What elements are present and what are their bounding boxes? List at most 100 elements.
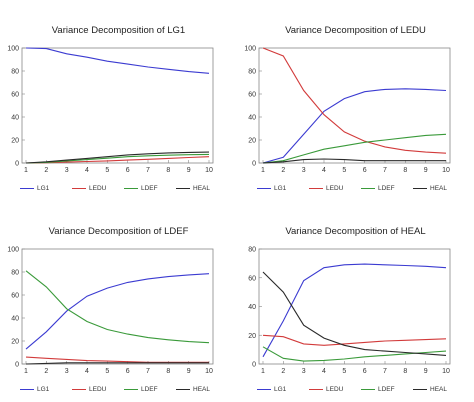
- x-tick-label: 10: [205, 167, 213, 174]
- y-tick-label: 0: [252, 161, 256, 168]
- x-tick-label: 8: [403, 167, 407, 174]
- legend-item-heal: HEAL: [413, 185, 447, 192]
- x-tick-label: 5: [342, 167, 346, 174]
- y-tick-label: 20: [11, 138, 19, 145]
- legend-label: LG1: [37, 185, 50, 192]
- panel-heal: Variance Decomposition of HEAL 0 20 40 60 80…: [237, 201, 474, 402]
- series-line-lg1: [262, 88, 447, 164]
- x-tick-label: 10: [442, 368, 450, 375]
- legend-label: LEDU: [89, 185, 107, 192]
- x-tick-label: 3: [65, 368, 69, 375]
- x-tick-label: 4: [322, 167, 326, 174]
- panel-ledu: Variance Decomposition of LEDU 0 20 40 60 80…: [237, 0, 474, 201]
- y-tick-label: 40: [248, 115, 256, 122]
- y-tick-label: 100: [7, 46, 19, 53]
- y-tick-label: 20: [248, 138, 256, 145]
- y-tick-label: 100: [7, 247, 19, 254]
- legend-label: LDEF: [378, 185, 395, 192]
- legend-item-ldef: LDEF: [361, 386, 395, 393]
- chart-title: Variance Decomposition of LDEF: [48, 226, 189, 237]
- x-tick-label: 1: [261, 368, 265, 375]
- series-line-lg1: [25, 47, 210, 74]
- legend-swatch: [176, 388, 190, 390]
- legend-label: LEDU: [326, 386, 344, 393]
- panel-lg1: Variance Decomposition of LG1 0 20 40 60 80 1…: [0, 0, 237, 201]
- x-tick-label: 2: [281, 167, 285, 174]
- chart-plot: 0 20 40 60 80 100 1 2 3 4 5 6 7 8 9 10: [7, 247, 214, 375]
- x-tick-label: 8: [166, 368, 170, 375]
- y-tick-label: 20: [248, 333, 256, 340]
- y-tick-label: 40: [11, 316, 19, 323]
- y-tick-label: 100: [244, 46, 256, 53]
- x-tick-label: 9: [424, 368, 428, 375]
- x-tick-label: 2: [44, 368, 48, 375]
- x-tick-label: 1: [261, 167, 265, 174]
- legend-swatch: [309, 187, 323, 189]
- legend-swatch: [361, 187, 375, 189]
- legend-label: LDEF: [378, 386, 395, 393]
- x-tick-label: 7: [146, 368, 150, 375]
- y-tick-label: 40: [11, 115, 19, 122]
- legend: LG1 LEDU LDEF HEAL: [257, 386, 472, 398]
- legend-item-heal: HEAL: [176, 185, 210, 192]
- x-tick-label: 3: [65, 167, 69, 174]
- legend-item-ledu: LEDU: [72, 386, 106, 393]
- legend-label: HEAL: [193, 386, 210, 393]
- legend: LG1 LEDU LDEF HEAL: [20, 185, 235, 197]
- chart-title: Variance Decomposition of HEAL: [285, 226, 426, 237]
- x-tick-label: 4: [322, 368, 326, 375]
- x-tick-label: 3: [302, 368, 306, 375]
- legend-item-lg1: LG1: [257, 386, 286, 393]
- x-tick-label: 9: [187, 368, 191, 375]
- legend-swatch: [361, 388, 375, 390]
- series-line-ledu: [25, 356, 209, 363]
- x-tick-label: 3: [302, 167, 306, 174]
- legend-label: LDEF: [141, 185, 158, 192]
- legend-label: LEDU: [89, 386, 107, 393]
- series-line-lg1: [25, 273, 210, 350]
- x-tick-label: 5: [342, 368, 346, 375]
- legend: LG1 LEDU LDEF HEAL: [20, 386, 235, 398]
- legend-swatch: [257, 187, 271, 189]
- y-tick-label: 0: [15, 362, 19, 369]
- y-tick-label: 80: [248, 69, 256, 76]
- x-tick-label: 5: [105, 368, 109, 375]
- y-tick-label: 40: [248, 304, 256, 311]
- y-tick-label: 60: [11, 293, 19, 300]
- legend-swatch: [413, 388, 427, 390]
- legend-swatch: [20, 187, 34, 189]
- x-tick-label: 1: [24, 368, 28, 375]
- legend-item-lg1: LG1: [20, 185, 49, 192]
- legend-label: HEAL: [430, 185, 447, 192]
- plot-frame: [21, 248, 214, 365]
- x-tick-label: 9: [424, 167, 428, 174]
- x-tick-label: 1: [24, 167, 28, 174]
- legend-swatch: [20, 388, 34, 390]
- x-tick-label: 6: [363, 167, 367, 174]
- chart-plot: 0 20 40 60 80 1 2 3 4 5 6 7 8 9 10: [248, 247, 451, 375]
- legend-swatch: [413, 187, 427, 189]
- series-line-ldef: [262, 133, 447, 164]
- y-tick-label: 60: [248, 275, 256, 282]
- legend-swatch: [72, 388, 86, 390]
- legend-swatch: [72, 187, 86, 189]
- legend-label: LDEF: [141, 386, 158, 393]
- legend-item-lg1: LG1: [257, 185, 286, 192]
- legend-item-ldef: LDEF: [124, 386, 158, 393]
- x-tick-label: 5: [105, 167, 109, 174]
- y-tick-label: 0: [252, 362, 256, 369]
- chart-plot: 0 20 40 60 80 100 1 2 3 4 5 6 7 8 9 10: [244, 46, 451, 174]
- x-tick-label: 6: [126, 368, 130, 375]
- series-line-heal: [262, 271, 447, 356]
- legend-swatch: [124, 187, 138, 189]
- series-line-ldef: [25, 153, 210, 164]
- plot-frame: [21, 47, 214, 164]
- panel-ldef: Variance Decomposition of LDEF 0 20 40 60 80…: [0, 201, 237, 402]
- legend-item-ledu: LEDU: [309, 185, 343, 192]
- chart-plot: 0 20 40 60 80 100 1 2 3 4 5 6 7 8 9 10: [7, 46, 214, 174]
- legend-item-heal: HEAL: [176, 386, 210, 393]
- legend-swatch: [309, 388, 323, 390]
- x-tick-label: 4: [85, 167, 89, 174]
- series-line-heal: [262, 158, 446, 164]
